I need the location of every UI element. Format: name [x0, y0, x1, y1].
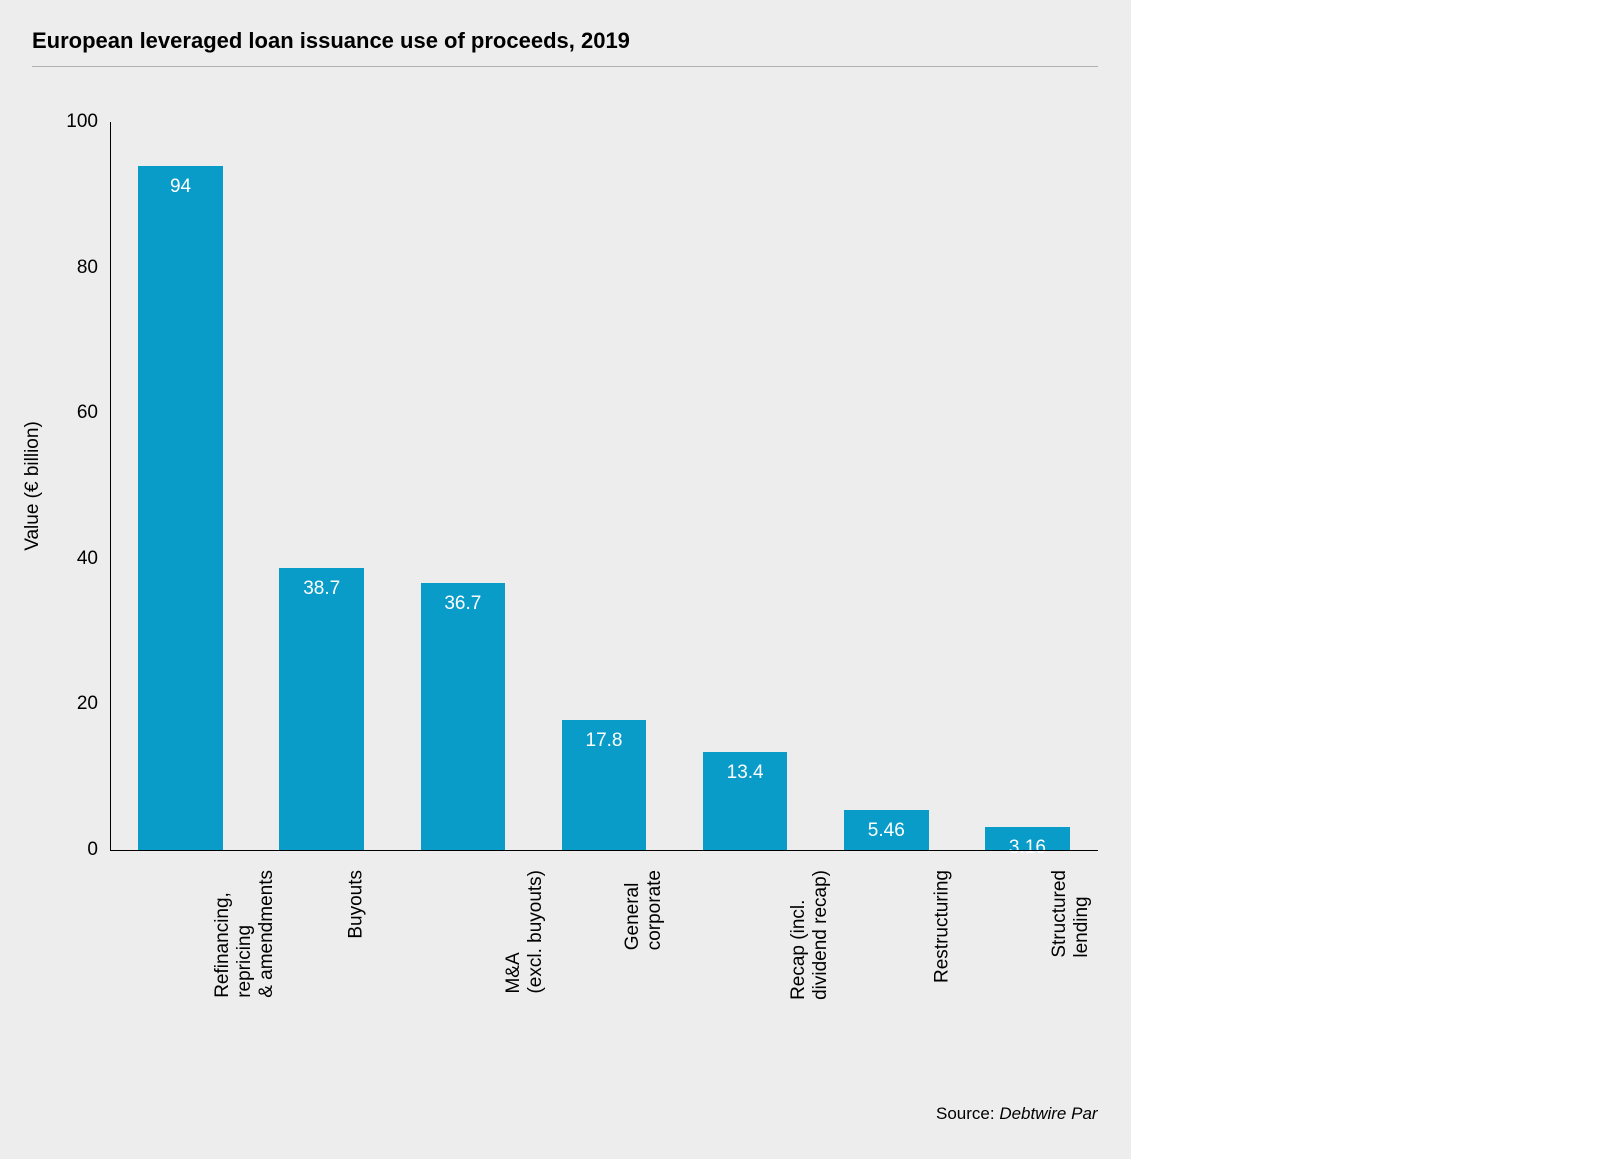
- category-label-line: Structured: [1049, 870, 1071, 958]
- category-label-line: lending: [1071, 870, 1093, 958]
- y-tick-label: 80: [54, 257, 98, 279]
- y-tick-label: 100: [54, 111, 98, 133]
- y-tick-label: 40: [54, 548, 98, 570]
- chart-stage: European leveraged loan issuance use of …: [0, 0, 1600, 1159]
- source-name: Debtwire Par: [999, 1104, 1097, 1123]
- bar-value-label: 5.46: [868, 820, 905, 842]
- category-label: M&A(excl. buyouts): [503, 870, 547, 994]
- y-axis-label: Value (€ billion): [22, 421, 44, 551]
- bar: [138, 166, 223, 850]
- category-label-line: M&A: [503, 870, 525, 994]
- x-axis-line: [110, 850, 1098, 851]
- bar-value-label: 38.7: [303, 578, 340, 600]
- category-label-line: & amendments: [255, 870, 277, 998]
- bar-value-label: 36.7: [444, 593, 481, 615]
- y-tick-label: 60: [54, 402, 98, 424]
- category-label: Restructuring: [932, 870, 954, 983]
- bar-value-label: 13.4: [727, 762, 764, 784]
- category-label-line: (excl. buyouts): [525, 870, 547, 994]
- category-label: Generalcorporate: [622, 870, 666, 950]
- category-label-line: corporate: [644, 870, 666, 950]
- category-label-line: Refinancing,: [211, 870, 233, 998]
- category-label: Recap (incl.dividend recap): [788, 870, 832, 1000]
- category-label-line: General: [622, 870, 644, 950]
- source-prefix: Source:: [936, 1104, 999, 1123]
- category-label: Refinancing,repricing& amendments: [211, 870, 277, 998]
- category-label-line: repricing: [233, 870, 255, 998]
- bar-value-label: 94: [170, 176, 191, 198]
- y-tick-label: 0: [54, 839, 98, 861]
- category-label-line: Recap (incl.: [788, 870, 810, 1000]
- source-credit: Source: Debtwire Par: [936, 1104, 1098, 1124]
- category-label-line: dividend recap): [810, 870, 832, 1000]
- bar-value-label: 3.16: [1009, 837, 1046, 859]
- category-label: Structuredlending: [1049, 870, 1093, 958]
- y-axis-line: [110, 122, 111, 851]
- category-label-line: Buyouts: [345, 870, 367, 939]
- bar: [279, 568, 364, 850]
- y-tick-label: 20: [54, 693, 98, 715]
- title-rule: [32, 66, 1098, 67]
- category-label-line: Restructuring: [932, 870, 954, 983]
- bar-value-label: 17.8: [586, 730, 623, 752]
- category-label: Buyouts: [345, 870, 367, 939]
- bar: [421, 583, 506, 850]
- chart-title: European leveraged loan issuance use of …: [32, 28, 630, 54]
